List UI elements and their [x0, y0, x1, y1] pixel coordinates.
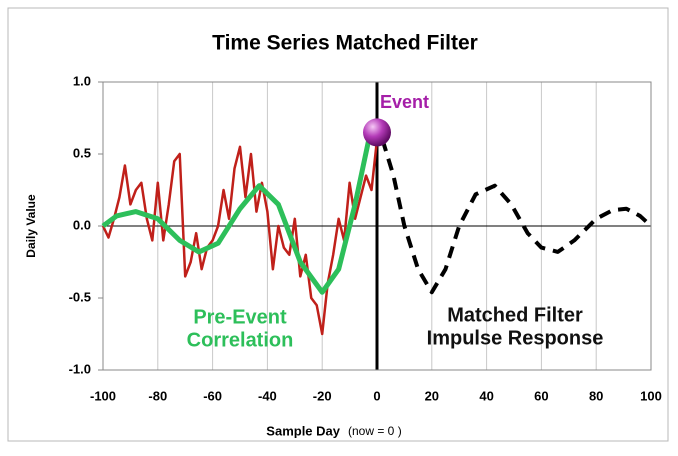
x-tick-label: 40 — [479, 388, 493, 403]
y-tick-label: -1.0 — [69, 361, 91, 376]
x-tick-label: 60 — [534, 388, 548, 403]
event-marker — [363, 118, 391, 147]
event-label: Event — [380, 92, 429, 112]
x-tick-label: 20 — [425, 388, 439, 403]
x-tick-label: -40 — [258, 388, 277, 403]
x-tick-label: -20 — [313, 388, 332, 403]
x-tick-label: -80 — [148, 388, 167, 403]
series-line — [101, 139, 372, 295]
annotation: Pre-Event — [193, 306, 287, 328]
annotation: Correlation — [187, 329, 294, 351]
x-tick-label: -60 — [203, 388, 222, 403]
x-tick-label: -100 — [90, 388, 116, 403]
chart-title: Time Series Matched Filter — [212, 32, 478, 55]
y-tick-label: -0.5 — [69, 289, 91, 304]
y-tick-label: 0.0 — [73, 217, 91, 232]
x-tick-label: 80 — [589, 388, 603, 403]
x-tick-label: 100 — [640, 388, 662, 403]
annotation: Impulse Response — [427, 327, 604, 349]
series-line — [101, 139, 379, 336]
annotation: Matched Filter — [447, 304, 583, 326]
y-axis-label: Daily Value — [24, 194, 38, 258]
x-axis-note: (now = 0 ) — [348, 424, 402, 438]
x-tick-label: 0 — [373, 388, 380, 403]
y-tick-label: 1.0 — [73, 73, 91, 88]
x-axis-label: Sample Day — [266, 423, 340, 438]
y-tick-label: 0.5 — [73, 145, 91, 160]
